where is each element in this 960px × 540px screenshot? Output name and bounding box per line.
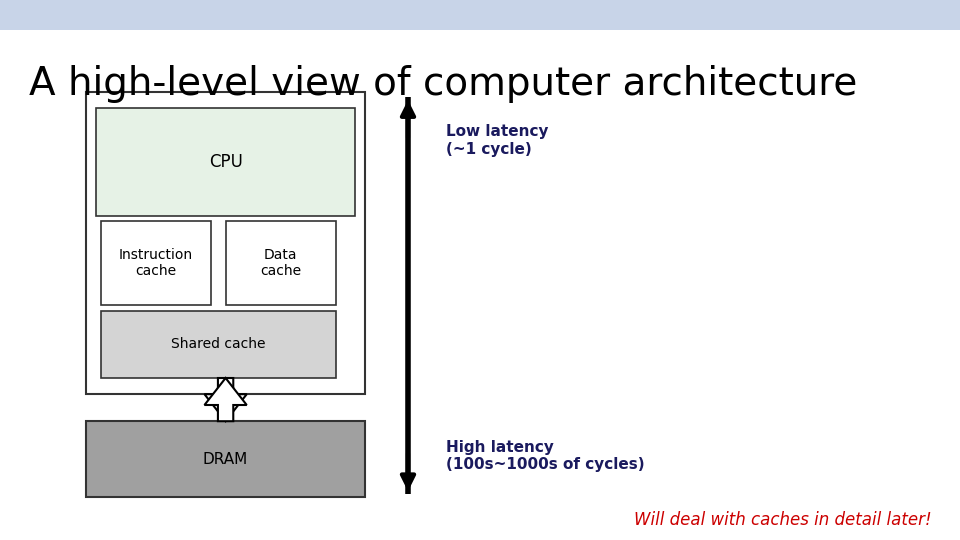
Text: Shared cache: Shared cache [171,338,266,351]
Bar [86,92,365,394]
Text: Will deal with caches in detail later!: Will deal with caches in detail later! [634,511,931,529]
Bar [101,310,336,378]
Bar [0,0,960,30]
Text: CPU: CPU [208,153,243,171]
FancyArrow shape [204,378,247,421]
Text: DRAM: DRAM [203,451,249,467]
Text: A high-level view of computer architecture: A high-level view of computer architectu… [29,65,857,103]
Text: Instruction
cache: Instruction cache [119,248,193,278]
Text: Data
cache: Data cache [260,248,301,278]
Bar [96,108,355,216]
Text: High latency
(100s~1000s of cycles): High latency (100s~1000s of cycles) [446,440,645,472]
Text: Low latency
(~1 cycle): Low latency (~1 cycle) [446,124,549,157]
Bar [226,221,336,305]
FancyArrow shape [204,378,247,421]
Bar [101,221,211,305]
Bar [86,421,365,497]
